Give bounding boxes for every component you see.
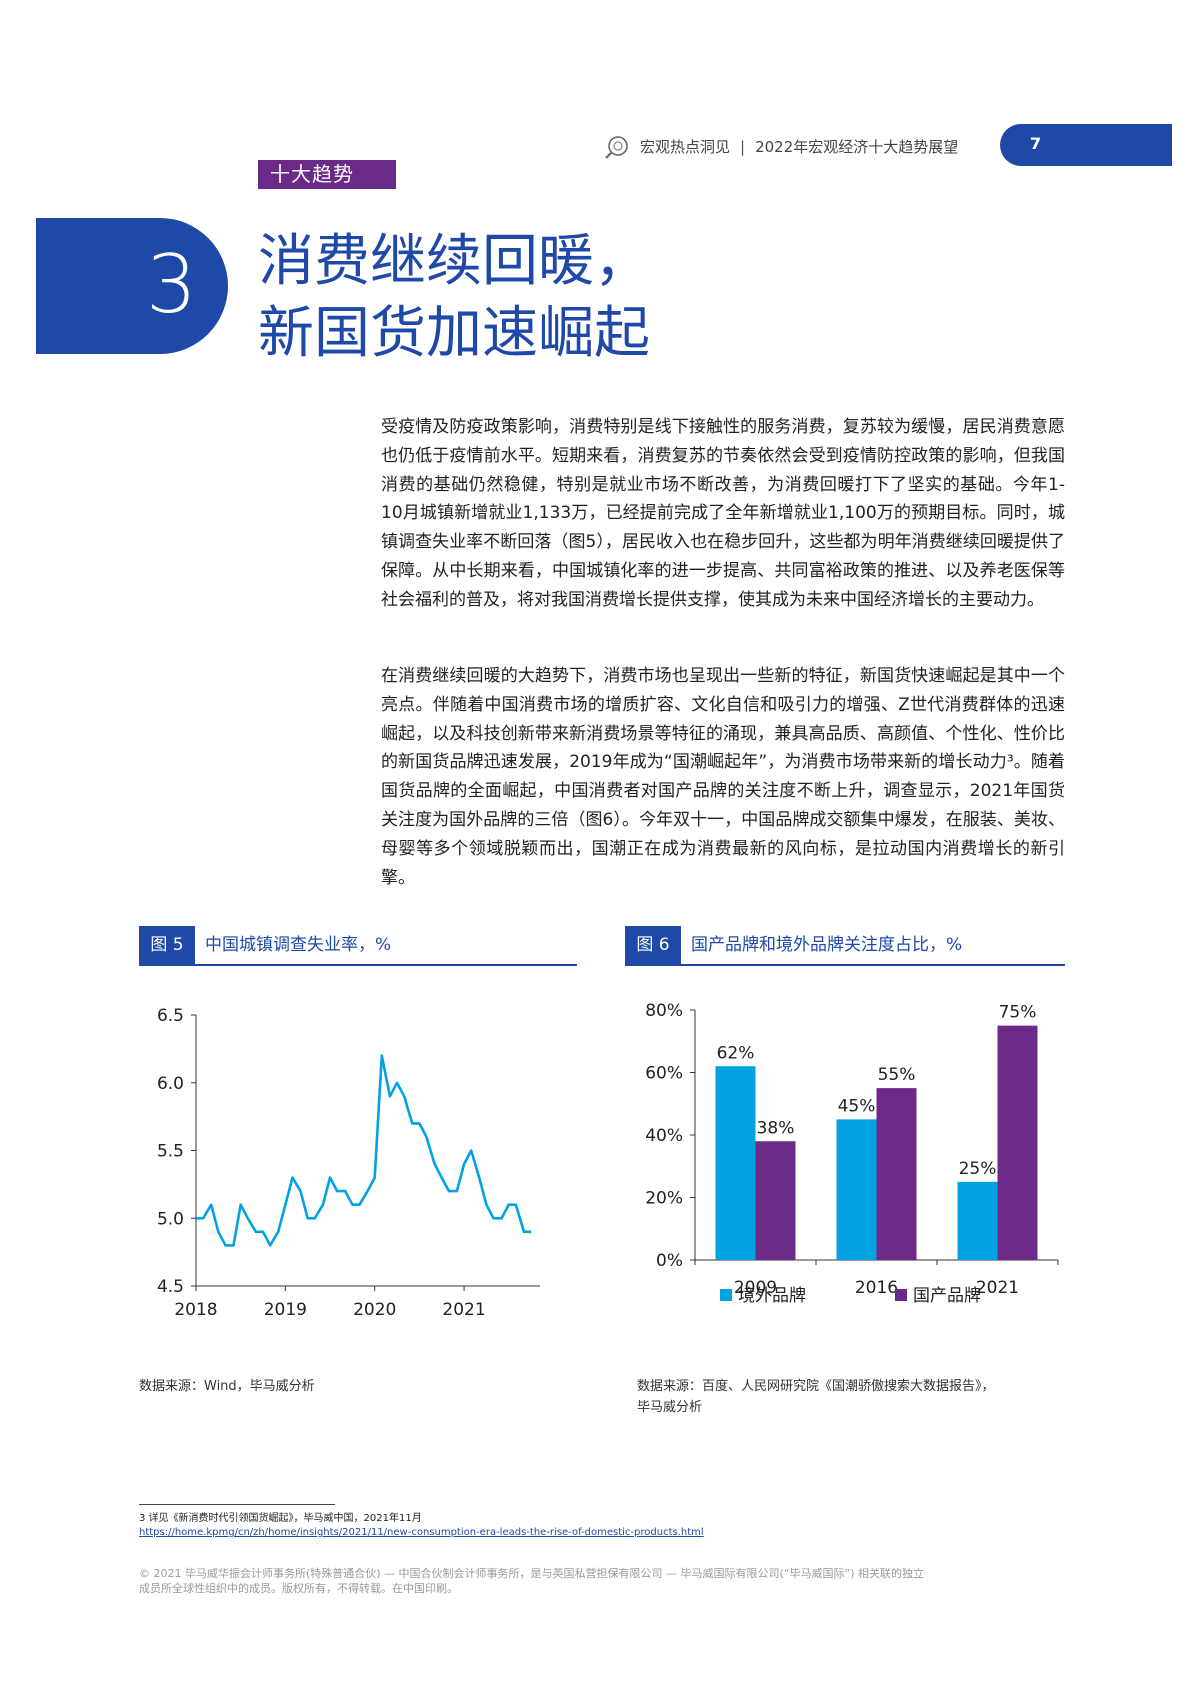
bar-foreign	[836, 1119, 877, 1260]
legend-label: 境外品牌	[738, 1286, 806, 1306]
section-badge: 十大趋势	[258, 160, 396, 189]
header-section: 宏观热点洞见	[640, 138, 731, 156]
bar-value-label: 45%	[838, 1096, 876, 1116]
y-tick-label: 6.5	[157, 1006, 184, 1026]
footnote-divider	[139, 1504, 335, 1505]
bar-value-label: 62%	[717, 1043, 755, 1063]
figure-5-source: 数据来源：Wind，毕马威分析	[139, 1379, 315, 1394]
x-category-label: 2016	[855, 1278, 898, 1298]
copyright-line-2: 成员所全球性组织中的成员。版权所有，不得转载。在中国印刷。	[139, 1582, 458, 1595]
body-paragraph-1: 受疫情及防疫政策影响，消费特别是线下接触性的服务消费，复苏较为缓慢，居民消费意愿…	[381, 417, 1065, 610]
chapter-number-block: 3	[36, 218, 228, 354]
figure-6-number: 图 6	[625, 926, 681, 964]
figure-6-source-line-2: 毕马威分析	[637, 1400, 703, 1415]
legend-label: 国产品牌	[913, 1286, 981, 1306]
page-number-tab: 7	[1000, 124, 1172, 166]
figure-5-number: 图 5	[139, 926, 195, 964]
bar-foreign	[715, 1066, 756, 1260]
figure-5-title: 中国城镇调查失业率，%	[205, 935, 392, 955]
chapter-title-line-2: 新国货加速崛起	[258, 301, 650, 366]
bar-domestic	[876, 1088, 917, 1260]
figure-5-header: 图 5 中国城镇调查失业率，%	[139, 926, 577, 966]
y-tick-label: 80%	[645, 1001, 683, 1021]
chapter-title-line-1: 消费继续回暖，	[258, 229, 650, 294]
figure-6-title: 国产品牌和境外品牌关注度占比，%	[691, 935, 963, 955]
chapter-number: 3	[146, 238, 197, 331]
header-bar: 宏观热点洞见 | 2022年宏观经济十大趋势展望	[640, 136, 958, 157]
x-category-label: 2009	[734, 1278, 777, 1298]
footnote-link[interactable]: https://home.kpmg/cn/zh/home/insights/20…	[139, 1527, 704, 1538]
y-tick-label: 0%	[656, 1251, 683, 1271]
y-tick-label: 5.5	[157, 1142, 184, 1162]
bar-value-label: 38%	[757, 1118, 795, 1138]
unemployment-line-chart: 6.5 6.0 5.5 5.0 4.5 2018 2019 2020 2021	[157, 1006, 540, 1320]
y-tick-label: 4.5	[157, 1277, 184, 1297]
x-tick-label: 2018	[174, 1300, 217, 1320]
x-category-label: 2021	[976, 1278, 1019, 1298]
bar-foreign	[957, 1181, 998, 1260]
header-separator: |	[740, 138, 746, 156]
page-number: 7	[1030, 134, 1042, 153]
bar-value-label: 25%	[959, 1159, 997, 1179]
header-logo-icon	[605, 136, 628, 159]
header-report-title: 2022年宏观经济十大趋势展望	[755, 138, 959, 156]
body-paragraph-2: 在消费继续回暖的大趋势下，消费市场也呈现出一些新的特征，新国货快速崛起是其中一个…	[381, 666, 1065, 888]
y-tick-label: 60%	[645, 1064, 683, 1084]
y-tick-label: 20%	[645, 1189, 683, 1209]
bar-value-label: 55%	[878, 1065, 916, 1085]
y-tick-label: 40%	[645, 1126, 683, 1146]
x-tick-label: 2019	[264, 1300, 307, 1320]
x-tick-label: 2021	[442, 1300, 485, 1320]
y-tick-label: 6.0	[157, 1074, 184, 1094]
figure-6-source-line-1: 数据来源：百度、人民网研究院《国潮骄傲搜索大数据报告》，	[637, 1379, 995, 1394]
unemployment-series-line	[196, 1054, 532, 1247]
figure-6-header: 图 6 国产品牌和境外品牌关注度占比，%	[625, 926, 1065, 966]
footnote-text: 3 详见《新消费时代引领国货崛起》，毕马威中国，2021年11月	[139, 1513, 422, 1524]
x-tick-label: 2020	[353, 1300, 396, 1320]
legend-swatch	[895, 1289, 907, 1301]
bar-value-label: 75%	[999, 1003, 1037, 1023]
y-tick-label: 5.0	[157, 1209, 184, 1229]
brand-attention-bar-chart: 80% 60% 40% 20% 0% 2009 62% 38% 2016 45%55% 2021 25…	[645, 1001, 1059, 1306]
bar-domestic	[997, 1025, 1038, 1260]
copyright-line-1: © 2021 毕马威华振会计师事务所(特殊普通合伙) — 中国合伙制会计师事务所…	[139, 1567, 925, 1580]
bar-domestic	[755, 1141, 796, 1260]
legend-swatch	[720, 1289, 732, 1301]
